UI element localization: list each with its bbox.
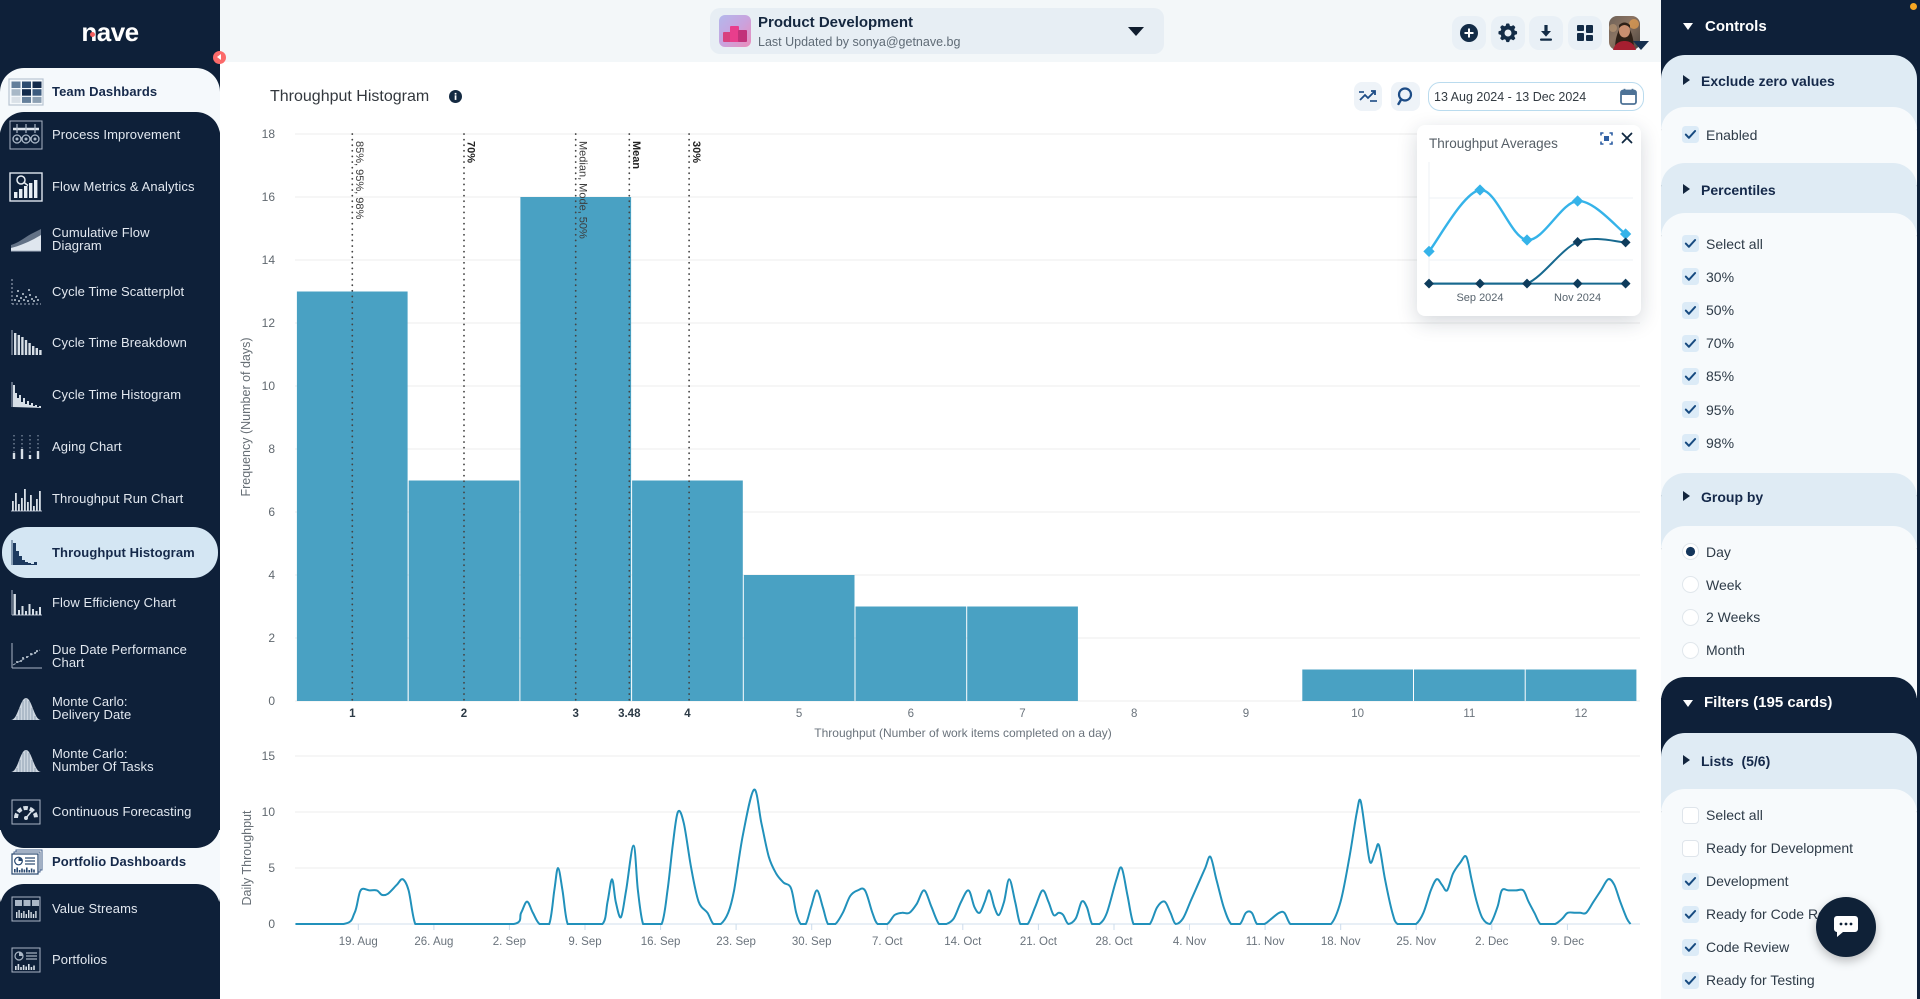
svg-text:16: 16 [262, 190, 276, 204]
svg-text:12: 12 [1575, 708, 1588, 720]
svg-text:23. Sep: 23. Sep [716, 936, 756, 948]
svg-text:21. Oct: 21. Oct [1020, 936, 1058, 948]
svg-text:Frequency (Number of days): Frequency (Number of days) [240, 337, 253, 496]
svg-text:2. Sep: 2. Sep [493, 936, 526, 948]
svg-text:28. Oct: 28. Oct [1095, 936, 1133, 948]
svg-text:26. Aug: 26. Aug [414, 936, 453, 948]
svg-text:5: 5 [268, 861, 275, 875]
svg-text:15: 15 [262, 749, 276, 763]
svg-text:2: 2 [268, 631, 275, 645]
svg-text:19. Aug: 19. Aug [339, 936, 378, 948]
svg-text:7. Oct: 7. Oct [872, 936, 903, 948]
svg-text:85%, 95%, 98%: 85%, 95%, 98% [353, 141, 365, 219]
svg-text:18. Nov: 18. Nov [1321, 936, 1361, 948]
svg-text:Median, Mode, 50%: Median, Mode, 50% [576, 141, 588, 239]
svg-text:9. Sep: 9. Sep [568, 936, 601, 948]
svg-text:1: 1 [349, 708, 356, 720]
svg-text:5: 5 [796, 708, 802, 720]
svg-text:10: 10 [1351, 708, 1364, 720]
svg-text:6: 6 [908, 708, 914, 720]
svg-text:0: 0 [268, 917, 275, 931]
svg-text:30%: 30% [690, 141, 702, 163]
svg-text:18: 18 [262, 127, 276, 141]
svg-text:10: 10 [262, 379, 276, 393]
svg-text:8: 8 [1131, 708, 1137, 720]
svg-text:3: 3 [572, 708, 578, 720]
svg-text:4: 4 [684, 708, 691, 720]
svg-text:16. Sep: 16. Sep [641, 936, 681, 948]
svg-text:Throughput (Number of work ite: Throughput (Number of work items complet… [814, 726, 1111, 740]
svg-text:4. Nov: 4. Nov [1173, 936, 1206, 948]
svg-text:12: 12 [262, 316, 276, 330]
svg-text:14: 14 [262, 253, 276, 267]
svg-text:Daily Throughput: Daily Throughput [240, 810, 254, 905]
svg-text:Mean: Mean [630, 141, 642, 169]
svg-text:8: 8 [268, 442, 275, 456]
svg-text:30. Sep: 30. Sep [792, 936, 832, 948]
svg-text:11: 11 [1463, 708, 1475, 720]
svg-text:9. Dec: 9. Dec [1551, 936, 1584, 948]
svg-text:14. Oct: 14. Oct [944, 936, 982, 948]
svg-text:4: 4 [268, 568, 275, 582]
svg-text:2. Dec: 2. Dec [1475, 936, 1508, 948]
svg-text:70%: 70% [465, 141, 477, 163]
svg-text:10: 10 [262, 805, 276, 819]
svg-text:9: 9 [1243, 708, 1249, 720]
svg-text:6: 6 [268, 505, 275, 519]
svg-text:Nov 2024: Nov 2024 [1554, 292, 1601, 304]
svg-text:25. Nov: 25. Nov [1396, 936, 1436, 948]
svg-text:3.48: 3.48 [618, 708, 641, 720]
svg-text:0: 0 [268, 694, 275, 708]
svg-text:7: 7 [1019, 708, 1025, 720]
svg-text:2: 2 [461, 708, 467, 720]
svg-text:11. Nov: 11. Nov [1246, 936, 1285, 948]
svg-text:Sep 2024: Sep 2024 [1456, 292, 1503, 304]
